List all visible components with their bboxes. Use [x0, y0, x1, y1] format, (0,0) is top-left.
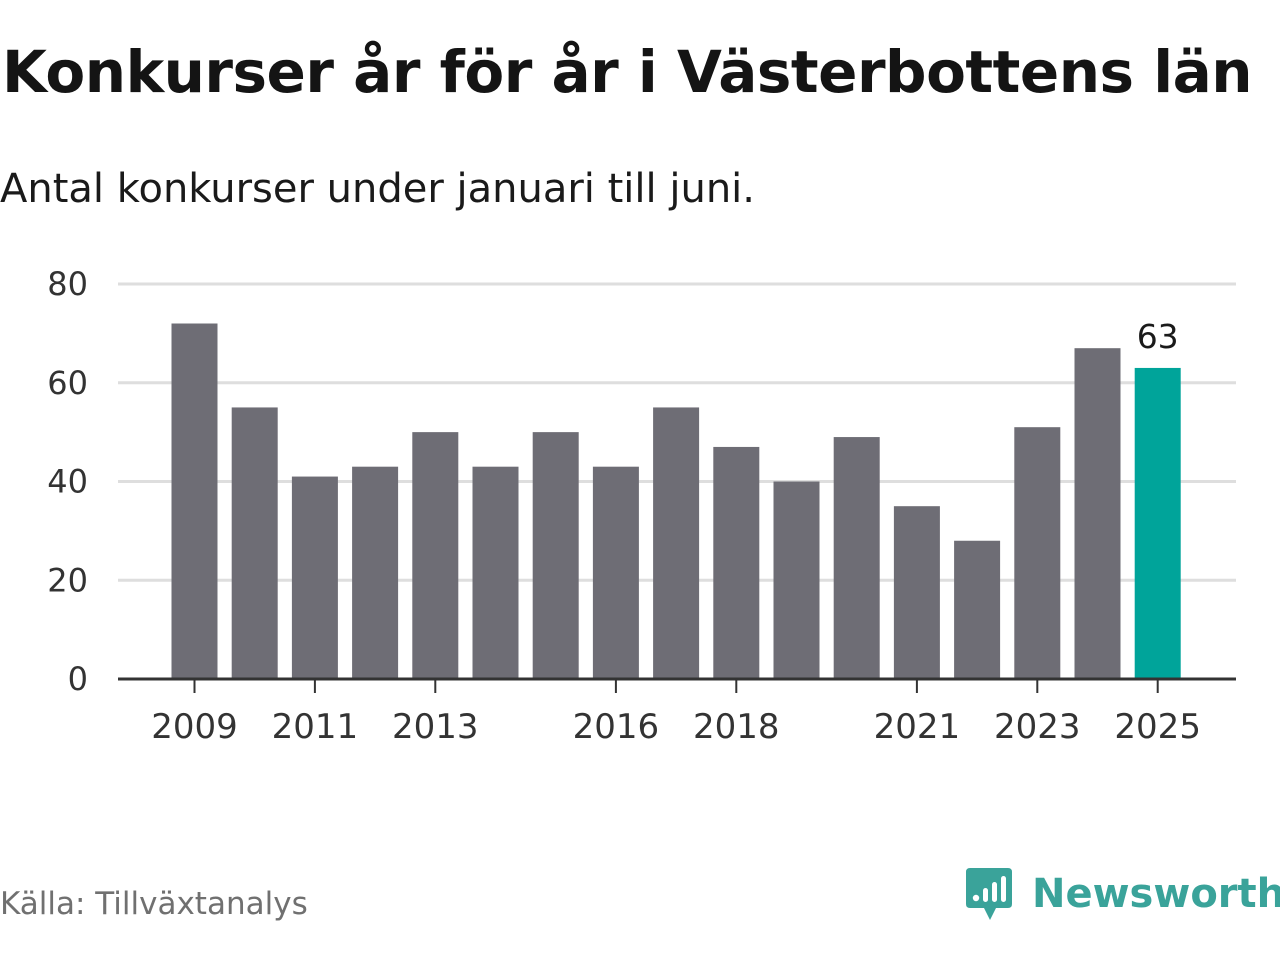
x-tick-label: 2013: [392, 707, 479, 747]
y-tick-label: 80: [47, 265, 88, 303]
x-tick-label: 2025: [1114, 707, 1201, 747]
bar: [1014, 427, 1061, 679]
bar: [773, 481, 820, 679]
x-tick-label: 2009: [151, 707, 238, 747]
bar: [653, 407, 700, 679]
newsworthy-logo-icon: [966, 868, 1012, 920]
bar-chart: 0 20 40 60 80 2009 2011 2013 2016 2018 2021 2023 202…: [47, 265, 1236, 747]
x-tick-label: 2011: [272, 707, 359, 747]
x-tick-label: 2016: [573, 707, 660, 747]
bar: [954, 540, 1001, 679]
x-tick-label: 2021: [874, 707, 961, 747]
y-tick-label: 0: [68, 660, 88, 698]
source-note: Källa: Tillväxtanalys: [0, 886, 308, 922]
chart-subtitle: Antal konkurser under januari till juni.: [0, 166, 755, 212]
y-tick-label: 20: [47, 561, 88, 599]
brand-logo: Newsworthy: [964, 864, 1280, 924]
bar: [833, 437, 880, 679]
x-tick-label: 2023: [994, 707, 1081, 747]
chart-title: Konkurser år för år i Västerbottens län: [2, 38, 1253, 106]
bar: [713, 446, 760, 679]
bar: [231, 407, 278, 679]
bar: [1074, 348, 1121, 679]
bar: [352, 466, 399, 679]
bar: [472, 466, 519, 679]
bar: [1134, 367, 1181, 679]
bar: [532, 432, 579, 679]
data-label: 63: [1137, 317, 1179, 356]
bar: [893, 506, 940, 679]
x-tick-label: 2018: [693, 707, 780, 747]
bar: [291, 476, 338, 679]
bar: [592, 466, 639, 679]
brand-name: Newsworthy: [1032, 871, 1280, 917]
bar: [412, 432, 459, 679]
bar: [171, 323, 218, 679]
y-tick-label: 60: [47, 364, 88, 402]
y-tick-label: 40: [47, 463, 88, 501]
